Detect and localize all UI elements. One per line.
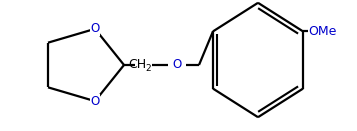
Text: CH: CH — [128, 59, 146, 72]
Text: OMe: OMe — [308, 25, 336, 38]
Text: O: O — [90, 22, 100, 35]
Text: 2: 2 — [145, 64, 151, 73]
Text: O: O — [90, 95, 100, 108]
Text: O: O — [172, 59, 182, 72]
